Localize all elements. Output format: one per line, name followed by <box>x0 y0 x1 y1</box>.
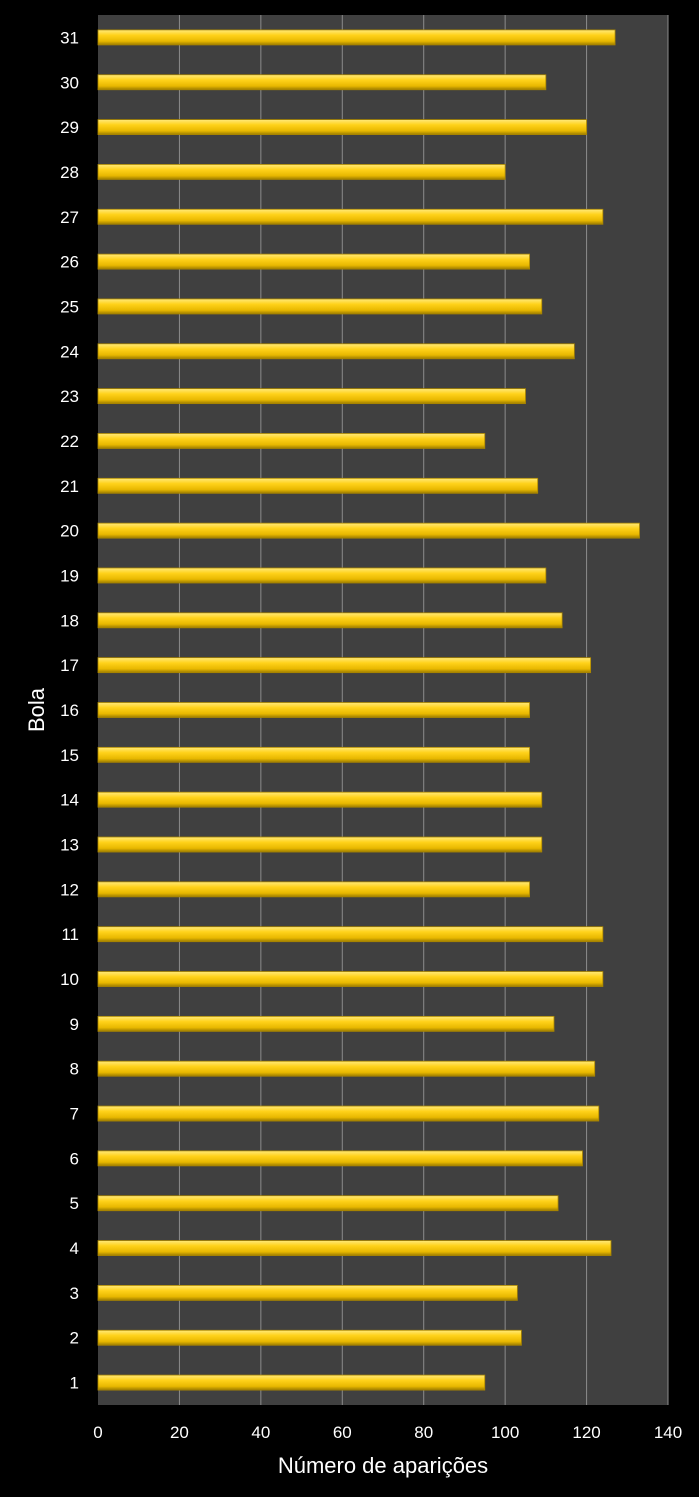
x-tick-label: 120 <box>572 1423 600 1442</box>
bar <box>97 567 547 584</box>
bar <box>97 836 543 853</box>
bar <box>97 1150 583 1167</box>
bar <box>97 1240 612 1256</box>
bar <box>97 1329 522 1346</box>
bars <box>97 29 640 1391</box>
x-tick-label: 20 <box>170 1423 189 1442</box>
bar <box>97 477 539 494</box>
bar <box>97 1374 486 1391</box>
x-tick-label: 140 <box>654 1423 682 1442</box>
y-tick-label: 20 <box>60 522 79 541</box>
y-tick-label: 19 <box>60 566 79 585</box>
y-tick-label: 10 <box>60 970 79 989</box>
y-tick-label: 22 <box>60 432 79 451</box>
bar <box>97 926 604 943</box>
bar <box>97 1015 555 1032</box>
y-tick-label: 25 <box>60 297 79 316</box>
bar <box>97 1285 518 1301</box>
bar <box>97 1105 600 1122</box>
x-tick-labels: 0 20 40 60 80 100 120 140 <box>93 1423 682 1442</box>
bar <box>97 208 604 225</box>
x-tick-label: 80 <box>414 1423 433 1442</box>
y-tick-labels: 1234567891011121314151617181920212223242… <box>60 28 79 1392</box>
bar <box>97 522 640 539</box>
y-tick-label: 17 <box>60 656 79 675</box>
y-tick-label: 29 <box>60 118 79 137</box>
bar <box>97 253 530 270</box>
bar <box>97 343 575 360</box>
y-tick-label: 8 <box>70 1060 79 1079</box>
bar <box>97 74 547 91</box>
y-tick-label: 11 <box>61 925 79 944</box>
bar <box>97 1195 559 1212</box>
x-axis-title: Número de aparições <box>278 1453 488 1478</box>
y-tick-label: 5 <box>70 1194 79 1213</box>
y-tick-label: 3 <box>70 1284 79 1303</box>
bar <box>97 657 592 674</box>
y-tick-label: 23 <box>60 387 79 406</box>
y-tick-label: 4 <box>70 1239 79 1258</box>
bar <box>97 164 506 180</box>
y-tick-label: 15 <box>60 746 79 765</box>
bar <box>97 702 530 718</box>
y-tick-label: 7 <box>70 1105 79 1124</box>
bar <box>97 971 604 987</box>
bar <box>97 746 530 763</box>
bar <box>97 119 587 135</box>
bar <box>97 612 563 629</box>
x-tick-label: 60 <box>333 1423 352 1442</box>
y-tick-label: 30 <box>60 73 79 92</box>
y-tick-label: 9 <box>70 1015 79 1034</box>
bar <box>97 388 526 405</box>
x-tick-label: 0 <box>93 1423 102 1442</box>
bar <box>97 29 616 46</box>
y-tick-label: 13 <box>60 836 79 855</box>
y-tick-label: 14 <box>60 791 79 810</box>
x-tick-label: 100 <box>491 1423 519 1442</box>
bar <box>97 1060 596 1077</box>
bar <box>97 881 530 898</box>
y-tick-label: 6 <box>70 1149 79 1168</box>
y-tick-label: 18 <box>60 611 79 630</box>
y-tick-label: 2 <box>70 1329 79 1348</box>
bar <box>97 298 543 315</box>
y-tick-label: 27 <box>60 208 79 227</box>
y-tick-label: 21 <box>60 477 79 496</box>
y-tick-label: 1 <box>70 1374 79 1393</box>
y-tick-label: 28 <box>60 163 79 182</box>
bar <box>97 791 543 808</box>
y-tick-label: 24 <box>60 342 79 361</box>
bar <box>97 433 486 449</box>
y-tick-label: 12 <box>60 880 79 899</box>
y-tick-label: 16 <box>60 701 79 720</box>
y-tick-label: 26 <box>60 253 79 272</box>
x-tick-label: 40 <box>251 1423 270 1442</box>
y-tick-label: 31 <box>60 28 79 47</box>
y-axis-title: Bola <box>24 687 49 732</box>
